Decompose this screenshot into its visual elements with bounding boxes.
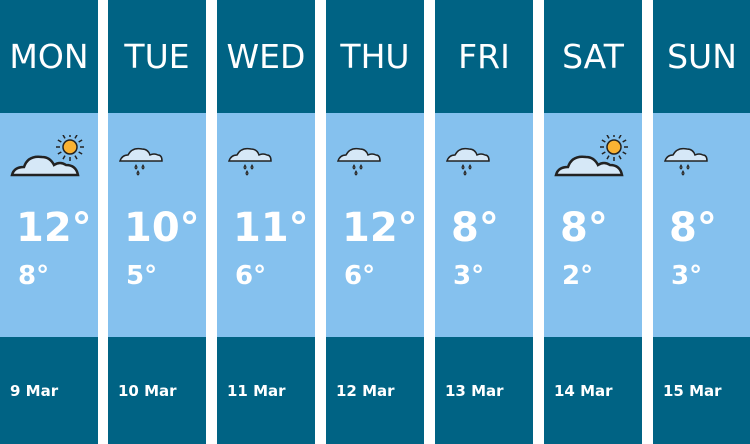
high-temperature: 12°	[16, 205, 92, 251]
day-name: THU	[326, 0, 424, 113]
date-label: 15 Mar	[653, 337, 750, 444]
high-temperature: 12°	[342, 205, 418, 251]
date-label: 12 Mar	[326, 337, 424, 444]
date-label: 14 Mar	[544, 337, 642, 444]
low-temperature: 6°	[344, 261, 376, 291]
day-name: MON	[0, 0, 98, 113]
high-temperature: 8°	[560, 205, 608, 251]
forecast-panel: 12° 6°	[326, 113, 424, 337]
day-name: WED	[217, 0, 315, 113]
forecast-panel: 8° 3°	[435, 113, 533, 337]
low-temperature: 3°	[453, 261, 485, 291]
date-label: 11 Mar	[217, 337, 315, 444]
high-temperature: 8°	[451, 205, 499, 251]
rain-cloud-icon	[443, 135, 523, 189]
forecast-panel: 8° 3°	[653, 113, 750, 337]
rain-cloud-icon	[116, 135, 196, 189]
day-column-sun: SUN 8° 3° 15 Mar	[653, 0, 750, 444]
low-temperature: 2°	[562, 261, 594, 291]
day-name: SAT	[544, 0, 642, 113]
low-temperature: 6°	[235, 261, 267, 291]
day-name: TUE	[108, 0, 206, 113]
rain-cloud-icon	[661, 135, 741, 189]
date-label: 10 Mar	[108, 337, 206, 444]
forecast-panel: 11° 6°	[217, 113, 315, 337]
day-name: SUN	[653, 0, 750, 113]
sun-cloud-icon	[8, 133, 88, 189]
day-column-fri: FRI 8° 3° 13 Mar	[435, 0, 533, 444]
forecast-panel: 8° 2°	[544, 113, 642, 337]
day-column-mon: MON 12° 8° 9 Mar	[0, 0, 98, 444]
day-column-thu: THU 12° 6° 12 Mar	[326, 0, 424, 444]
rain-cloud-icon	[334, 135, 414, 189]
day-column-wed: WED 11° 6° 11 Mar	[217, 0, 315, 444]
day-column-tue: TUE 10° 5° 10 Mar	[108, 0, 206, 444]
rain-cloud-icon	[225, 135, 305, 189]
forecast-panel: 12° 8°	[0, 113, 98, 337]
day-name: FRI	[435, 0, 533, 113]
date-label: 9 Mar	[0, 337, 98, 444]
low-temperature: 5°	[126, 261, 158, 291]
sun-cloud-icon	[552, 133, 632, 189]
forecast-panel: 10° 5°	[108, 113, 206, 337]
low-temperature: 3°	[671, 261, 703, 291]
high-temperature: 11°	[233, 205, 309, 251]
date-label: 13 Mar	[435, 337, 533, 444]
day-column-sat: SAT 8° 2° 14 Mar	[544, 0, 642, 444]
high-temperature: 10°	[124, 205, 200, 251]
low-temperature: 8°	[18, 261, 50, 291]
high-temperature: 8°	[669, 205, 717, 251]
